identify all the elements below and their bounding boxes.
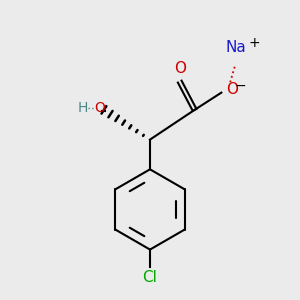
- Text: O: O: [94, 101, 105, 116]
- Text: +: +: [248, 36, 260, 50]
- Text: −: −: [235, 79, 247, 93]
- Text: O: O: [226, 82, 238, 97]
- Text: Na: Na: [226, 40, 247, 55]
- Text: O: O: [174, 61, 186, 76]
- Text: Cl: Cl: [142, 270, 158, 285]
- Text: H: H: [78, 101, 88, 116]
